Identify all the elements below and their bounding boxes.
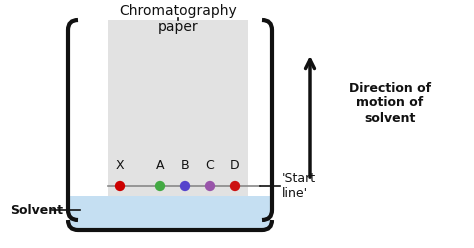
Point — [231, 184, 239, 188]
Point — [116, 184, 124, 188]
Bar — [70, 196, 270, 230]
Text: Solvent: Solvent — [10, 204, 63, 217]
Point — [181, 184, 189, 188]
Point — [156, 184, 164, 188]
Text: 'Start
line': 'Start line' — [282, 172, 316, 200]
Text: X: X — [116, 159, 124, 172]
Text: Direction of
motion of
solvent: Direction of motion of solvent — [349, 82, 431, 124]
Text: A: A — [156, 159, 164, 172]
Bar — [108, 20, 248, 196]
Text: D: D — [230, 159, 240, 172]
Text: C: C — [206, 159, 214, 172]
Text: B: B — [181, 159, 189, 172]
Point — [206, 184, 214, 188]
Text: Chromatography
paper: Chromatography paper — [119, 4, 237, 34]
